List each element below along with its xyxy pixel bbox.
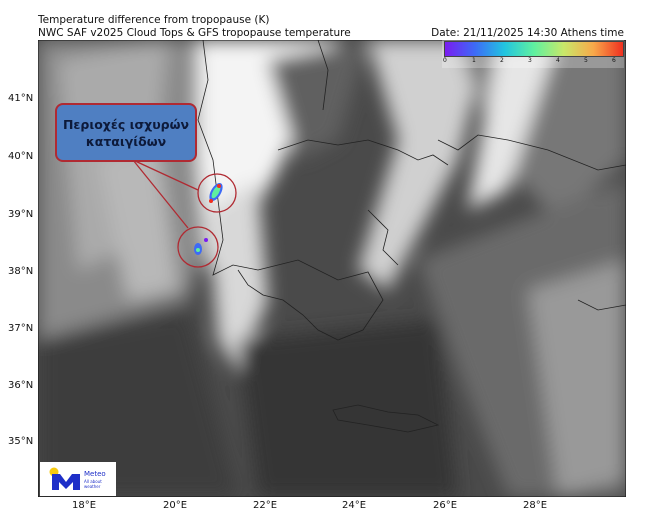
satellite-map: [38, 40, 626, 497]
lon-label: 24°E: [342, 500, 367, 511]
annotation-line1: Περιοχές ισχυρών: [62, 116, 190, 132]
lat-label: 38°N: [8, 266, 34, 277]
colorbar-tick: 0: [443, 57, 447, 64]
logo-icon: [49, 467, 80, 490]
map-title: Temperature difference from tropopause (…: [38, 14, 270, 26]
colorbar-tick: 2: [500, 57, 504, 64]
map-subtitle: NWC SAF v2025 Cloud Tops & GFS tropopaus…: [38, 27, 351, 39]
colorbar-tick: 1: [472, 57, 476, 64]
lat-label: 41°N: [8, 93, 34, 104]
logo-name: Meteo: [84, 470, 106, 478]
lon-label: 26°E: [433, 500, 458, 511]
logo-tagline: All about weather: [84, 479, 102, 489]
colorbar: 0 1 2 3 4 5 6: [442, 40, 624, 68]
map-date: Date: 21/11/2025 14:30 Athens time: [431, 27, 624, 39]
meteo-logo: Meteo All about weather: [40, 462, 116, 496]
colorbar-tick: 5: [584, 57, 588, 64]
lat-label: 37°N: [8, 323, 34, 334]
lon-label: 22°E: [253, 500, 278, 511]
storm-annotation: Περιοχές ισχυρών καταιγίδων: [55, 103, 197, 162]
lat-label: 36°N: [8, 380, 34, 391]
colorbar-gradient: [444, 41, 624, 57]
storm-cells: [194, 182, 223, 255]
colorbar-tick: 3: [528, 57, 532, 64]
lon-label: 28°E: [523, 500, 548, 511]
lon-label: 18°E: [72, 500, 97, 511]
lat-label: 39°N: [8, 209, 34, 220]
lat-label: 35°N: [8, 436, 34, 447]
lon-label: 20°E: [163, 500, 188, 511]
colorbar-tick: 4: [556, 57, 560, 64]
colorbar-tick: 6: [612, 57, 616, 64]
lat-label: 40°N: [8, 151, 34, 162]
annotation-line2: καταιγίδων: [85, 133, 167, 149]
